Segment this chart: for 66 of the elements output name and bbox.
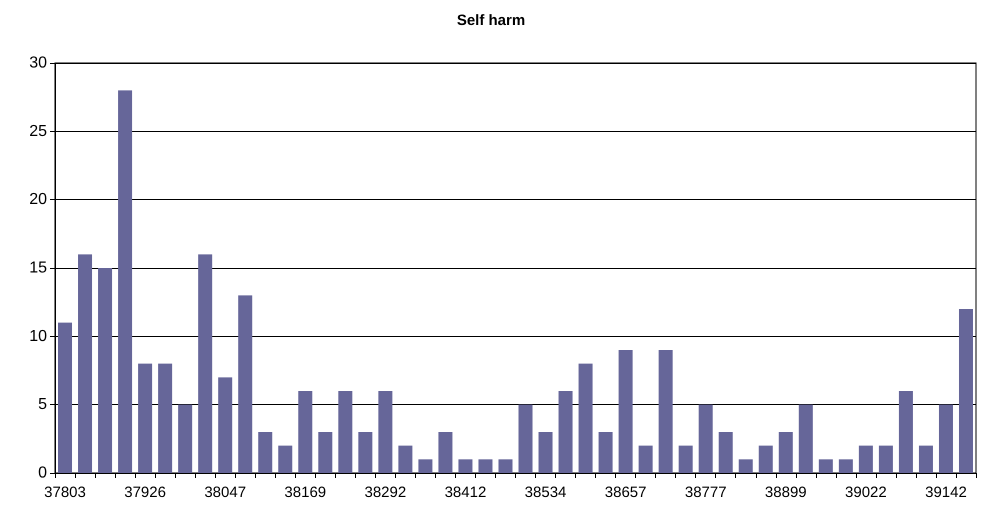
bar xyxy=(818,459,833,473)
x-tick-label: 38292 xyxy=(364,484,406,501)
x-tick-label: 38047 xyxy=(204,484,246,501)
x-tick-label: 37803 xyxy=(44,484,86,501)
bar xyxy=(418,459,432,473)
bar xyxy=(878,446,893,473)
bar xyxy=(838,459,853,473)
x-tick-label: 38899 xyxy=(764,484,807,501)
x-tick-label: 39142 xyxy=(925,484,967,501)
bar xyxy=(598,432,613,473)
bar xyxy=(358,432,372,473)
bar xyxy=(58,322,72,473)
chart-title: Self harm xyxy=(456,12,526,29)
bar xyxy=(178,404,192,473)
bar xyxy=(698,404,713,473)
bar xyxy=(118,90,132,473)
bar xyxy=(338,391,352,473)
bar xyxy=(78,254,92,473)
bar xyxy=(498,459,512,473)
bar xyxy=(98,268,112,473)
bar xyxy=(518,404,533,473)
bar xyxy=(678,446,693,473)
bar xyxy=(778,432,793,473)
bar xyxy=(538,432,553,473)
y-tick-label: 10 xyxy=(29,328,48,345)
bar xyxy=(318,432,332,473)
x-tick-label: 38534 xyxy=(524,484,566,501)
y-tick-label: 15 xyxy=(29,260,48,276)
bar xyxy=(378,391,392,473)
bar xyxy=(898,391,913,473)
y-tick-label: 20 xyxy=(29,191,48,208)
bar xyxy=(958,309,973,473)
bar xyxy=(798,404,813,473)
bar xyxy=(258,432,272,473)
bar xyxy=(918,446,933,473)
bar xyxy=(938,404,953,473)
bar xyxy=(198,254,212,473)
bar xyxy=(718,432,733,473)
y-tick-label: 25 xyxy=(29,122,48,140)
x-tick-label: 39022 xyxy=(845,484,887,501)
bar xyxy=(398,446,412,473)
bar xyxy=(618,350,633,473)
bar xyxy=(158,364,172,473)
bar xyxy=(238,295,252,473)
bar xyxy=(738,459,753,473)
bar xyxy=(558,391,573,473)
y-tick-label: 0 xyxy=(38,464,48,482)
x-tick-label: 38657 xyxy=(604,484,646,501)
bar xyxy=(458,459,472,473)
bar xyxy=(218,377,232,473)
x-tick-label: 38777 xyxy=(684,484,727,501)
bar xyxy=(478,459,492,473)
bar xyxy=(858,446,873,473)
bar xyxy=(138,364,152,473)
bar xyxy=(638,446,653,473)
bar xyxy=(658,350,673,473)
y-tick-label: 30 xyxy=(29,54,48,72)
bar xyxy=(438,432,452,473)
bar xyxy=(298,391,312,473)
bar xyxy=(278,446,292,473)
bar xyxy=(578,364,593,473)
x-tick-label: 37926 xyxy=(124,484,166,501)
bar xyxy=(758,446,773,473)
x-tick-label: 38169 xyxy=(284,484,326,501)
y-tick-label: 5 xyxy=(38,396,48,414)
x-tick-label: 38412 xyxy=(444,484,486,501)
